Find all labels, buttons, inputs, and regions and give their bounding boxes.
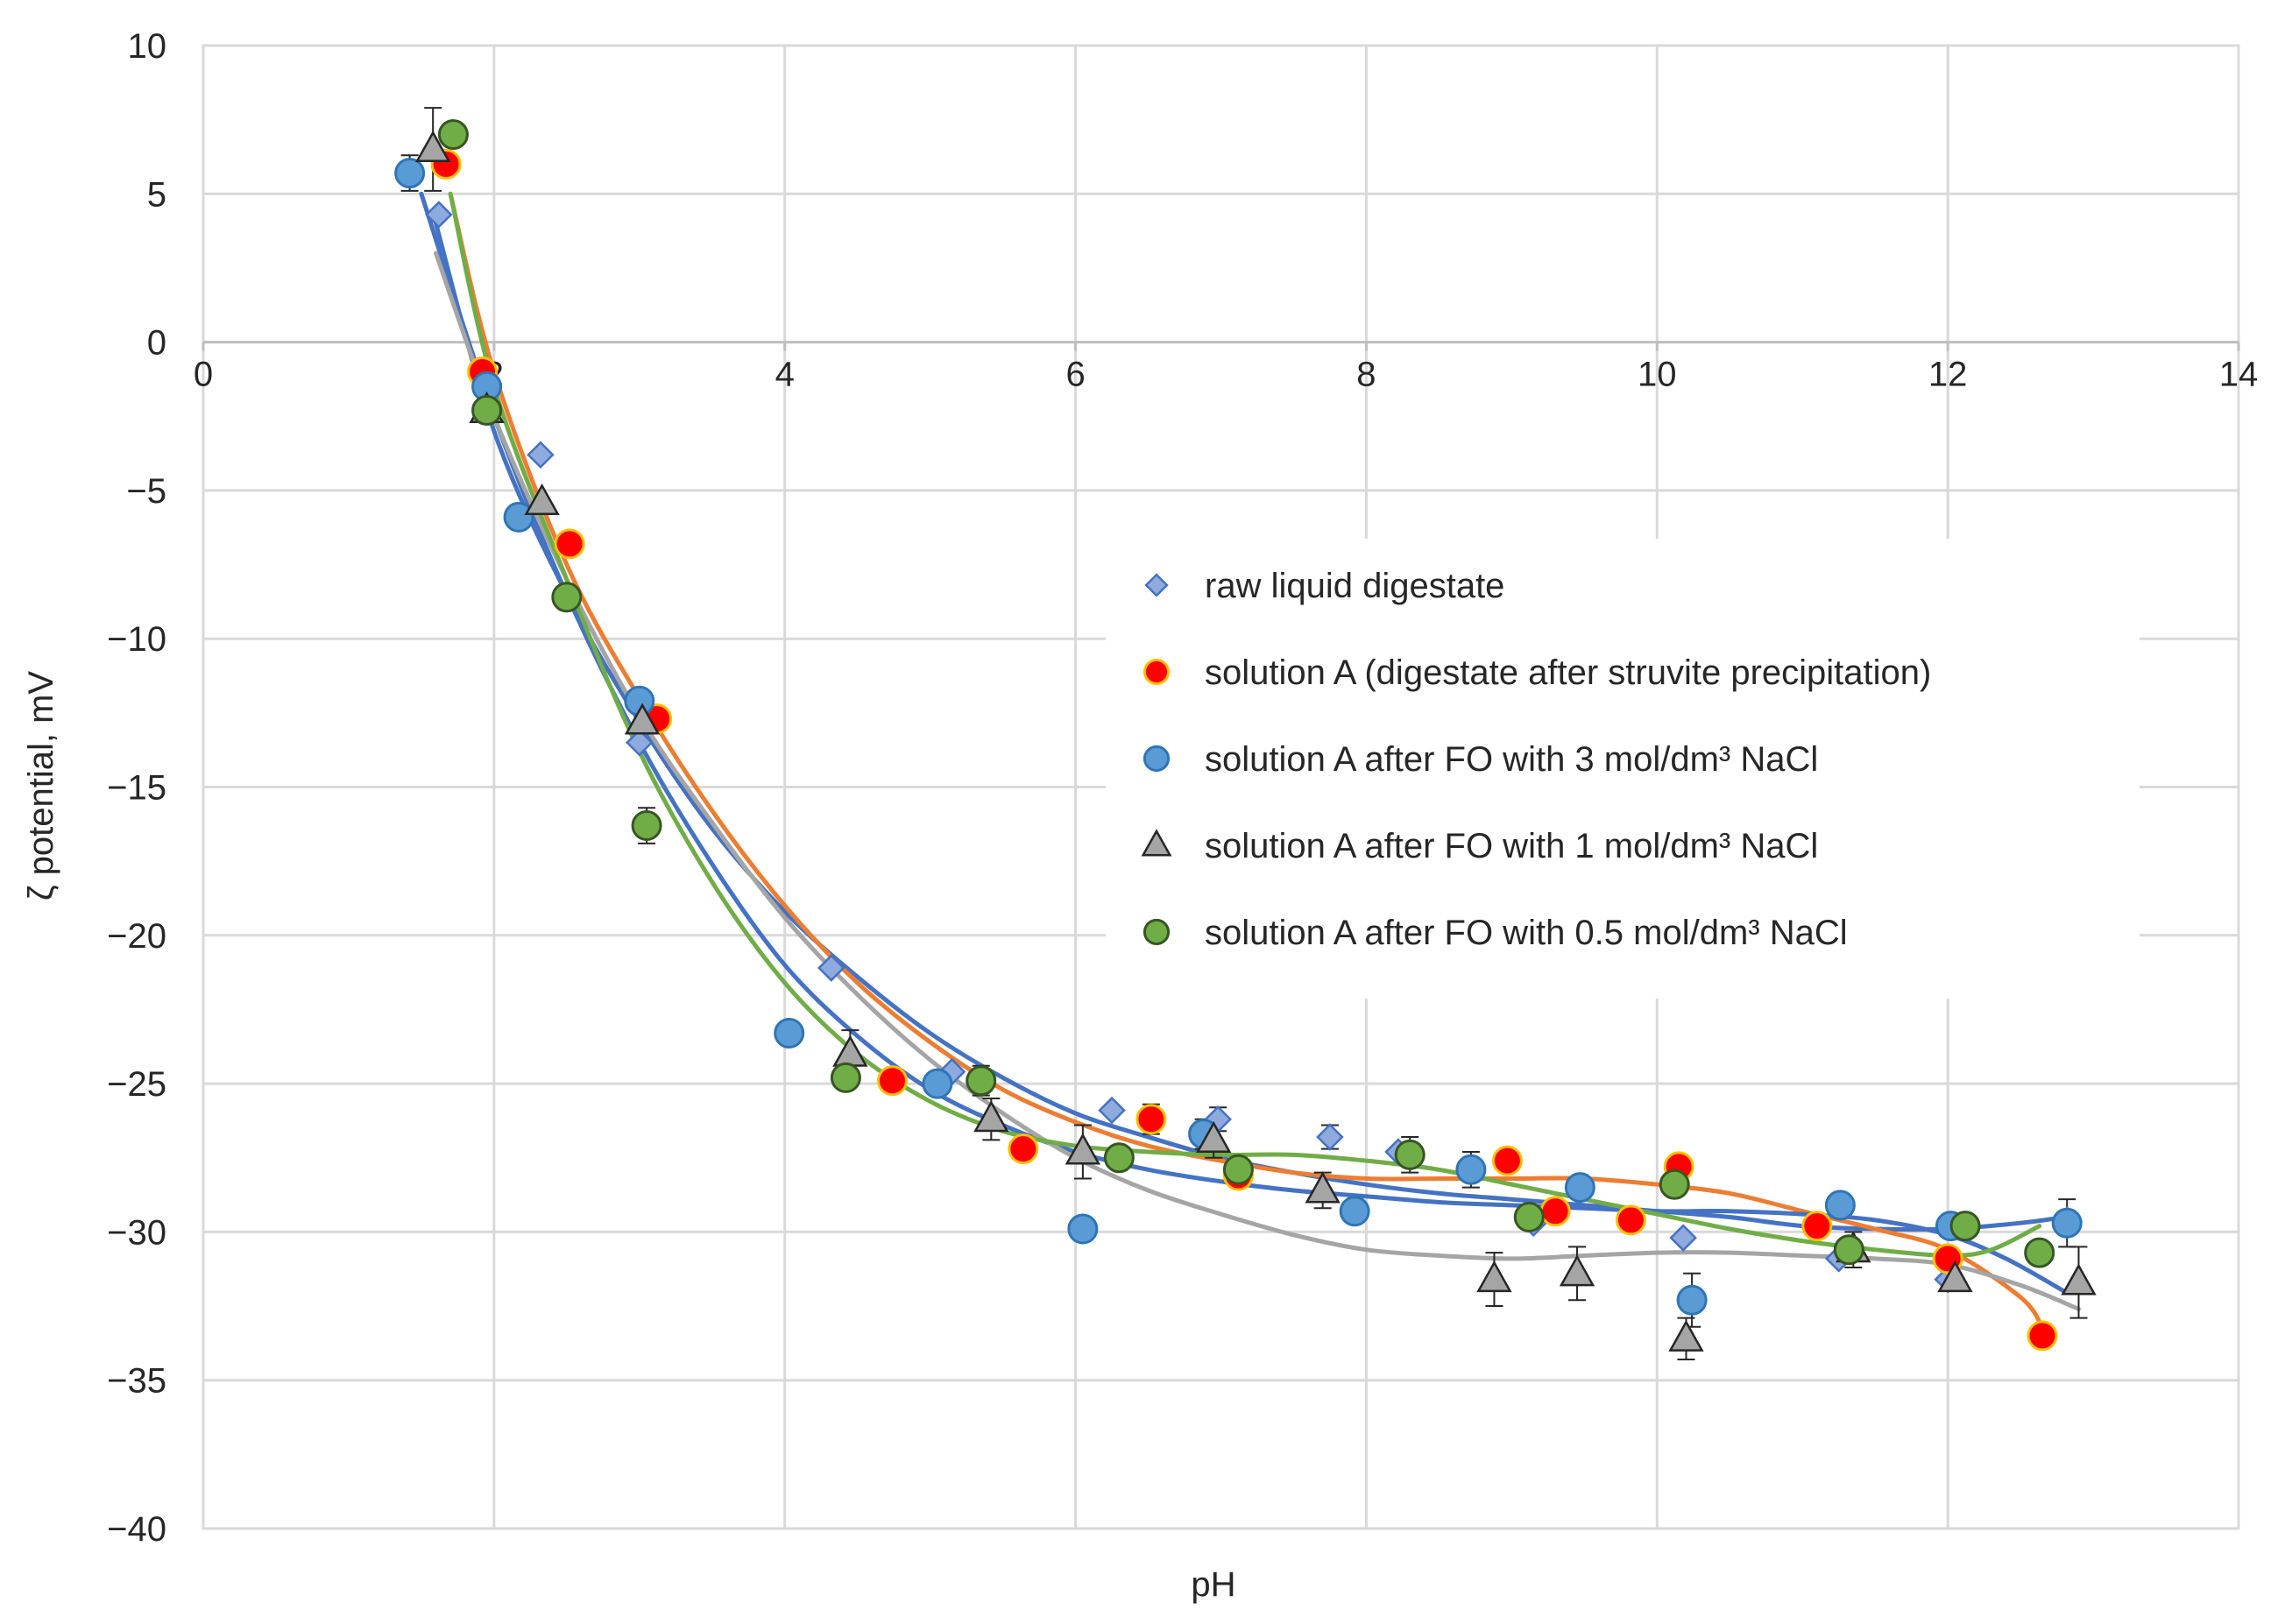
data-point xyxy=(1196,1120,1232,1153)
data-point xyxy=(1833,1234,1864,1266)
data-point xyxy=(830,1062,861,1093)
y-tick-label: −40 xyxy=(107,1510,166,1549)
legend-box xyxy=(1106,539,2140,999)
data-point xyxy=(524,483,560,515)
data-point xyxy=(624,703,661,735)
data-point xyxy=(774,1018,805,1049)
y-tick-label: −20 xyxy=(107,917,166,956)
data-point xyxy=(2024,1237,2055,1268)
y-tick-label: −5 xyxy=(126,472,166,511)
data-point xyxy=(394,158,426,189)
data-point xyxy=(1305,1171,1341,1204)
data-point xyxy=(1937,1260,1973,1293)
data-point xyxy=(626,728,654,757)
x-tick-label: 6 xyxy=(1065,356,1085,394)
data-point xyxy=(1801,1211,1833,1242)
x-tick-label: 12 xyxy=(1928,356,1968,394)
x-tick-label: 10 xyxy=(1638,356,1677,394)
y-axis-title: ζ potential, mV xyxy=(22,671,60,901)
x-tick-label: 14 xyxy=(2219,356,2259,394)
y-tick-label: −30 xyxy=(107,1213,166,1252)
trendline-solution-a-after-fo-with-0-5-mol-dm-nacl xyxy=(448,191,2042,1258)
y-tick-label: 0 xyxy=(147,324,166,363)
data-point xyxy=(2027,1320,2058,1352)
data-point xyxy=(2061,1263,2097,1296)
data-point xyxy=(1098,1096,1126,1125)
data-point xyxy=(1394,1139,1426,1170)
y-tick-label: −25 xyxy=(107,1065,166,1104)
y-tick-label: −10 xyxy=(107,620,166,659)
data-point xyxy=(922,1068,953,1099)
legend-marker xyxy=(1143,918,1171,946)
data-point xyxy=(973,1100,1009,1133)
data-point xyxy=(1222,1154,1254,1185)
legend-marker xyxy=(1143,745,1171,773)
data-point xyxy=(877,1065,909,1097)
data-point xyxy=(425,201,453,229)
x-tick-label: 4 xyxy=(775,356,795,394)
data-point xyxy=(966,1065,997,1097)
legend-label: solution A after FO with 3 mol/dm³ NaCl xyxy=(1205,740,1818,779)
data-point xyxy=(1008,1133,1039,1165)
data-points xyxy=(394,119,2097,1352)
legend-marker xyxy=(1141,829,1172,857)
data-point xyxy=(1316,1123,1344,1151)
data-point xyxy=(1559,1254,1595,1287)
legend-label: raw liquid digestate xyxy=(1205,567,1504,605)
data-point xyxy=(1103,1142,1135,1174)
y-tick-label: 5 xyxy=(147,175,166,214)
data-point xyxy=(1659,1169,1690,1200)
axes: 024681012141050−5−10−15−20−25−30−35−40 xyxy=(107,27,2258,1549)
y-tick-label: −15 xyxy=(107,769,166,808)
data-point xyxy=(527,441,555,470)
legend-marker xyxy=(1144,573,1169,597)
data-point xyxy=(1476,1260,1512,1293)
data-point xyxy=(437,119,469,151)
legend: raw liquid digestate solution A (digestat… xyxy=(1106,539,2140,999)
y-tick-label: −35 xyxy=(107,1362,166,1401)
data-point xyxy=(1564,1172,1595,1204)
data-point xyxy=(1949,1211,1981,1242)
data-point xyxy=(414,130,451,163)
data-point xyxy=(503,501,534,533)
y-tick-label: 10 xyxy=(128,27,167,66)
data-point xyxy=(1824,1190,1856,1221)
x-tick-label: 0 xyxy=(194,356,213,394)
data-point xyxy=(554,528,585,560)
data-point xyxy=(551,582,583,613)
legend-label: solution A after FO with 0.5 mol/dm³ NaC… xyxy=(1205,914,1848,952)
data-point xyxy=(1615,1204,1646,1236)
data-point xyxy=(1065,1133,1101,1165)
legend-label: solution A (digestate after struvite pre… xyxy=(1205,653,1931,692)
data-point xyxy=(1539,1196,1571,1227)
data-point xyxy=(1513,1201,1545,1232)
legend-marker xyxy=(1143,658,1171,686)
x-axis-title: pH xyxy=(1191,1565,1235,1604)
data-point xyxy=(1067,1213,1099,1245)
data-point xyxy=(2051,1207,2083,1239)
data-point xyxy=(1669,1224,1697,1252)
data-point xyxy=(1135,1104,1167,1135)
data-point xyxy=(471,394,503,426)
data-point xyxy=(1668,1319,1704,1352)
data-point xyxy=(1455,1154,1487,1185)
data-point xyxy=(631,810,662,842)
data-point xyxy=(1339,1196,1370,1227)
data-point xyxy=(1491,1145,1523,1176)
legend-label: solution A after FO with 1 mol/dm³ NaCl xyxy=(1205,827,1818,865)
data-point xyxy=(1676,1284,1708,1316)
data-point xyxy=(817,954,845,982)
x-tick-label: 8 xyxy=(1356,356,1376,394)
